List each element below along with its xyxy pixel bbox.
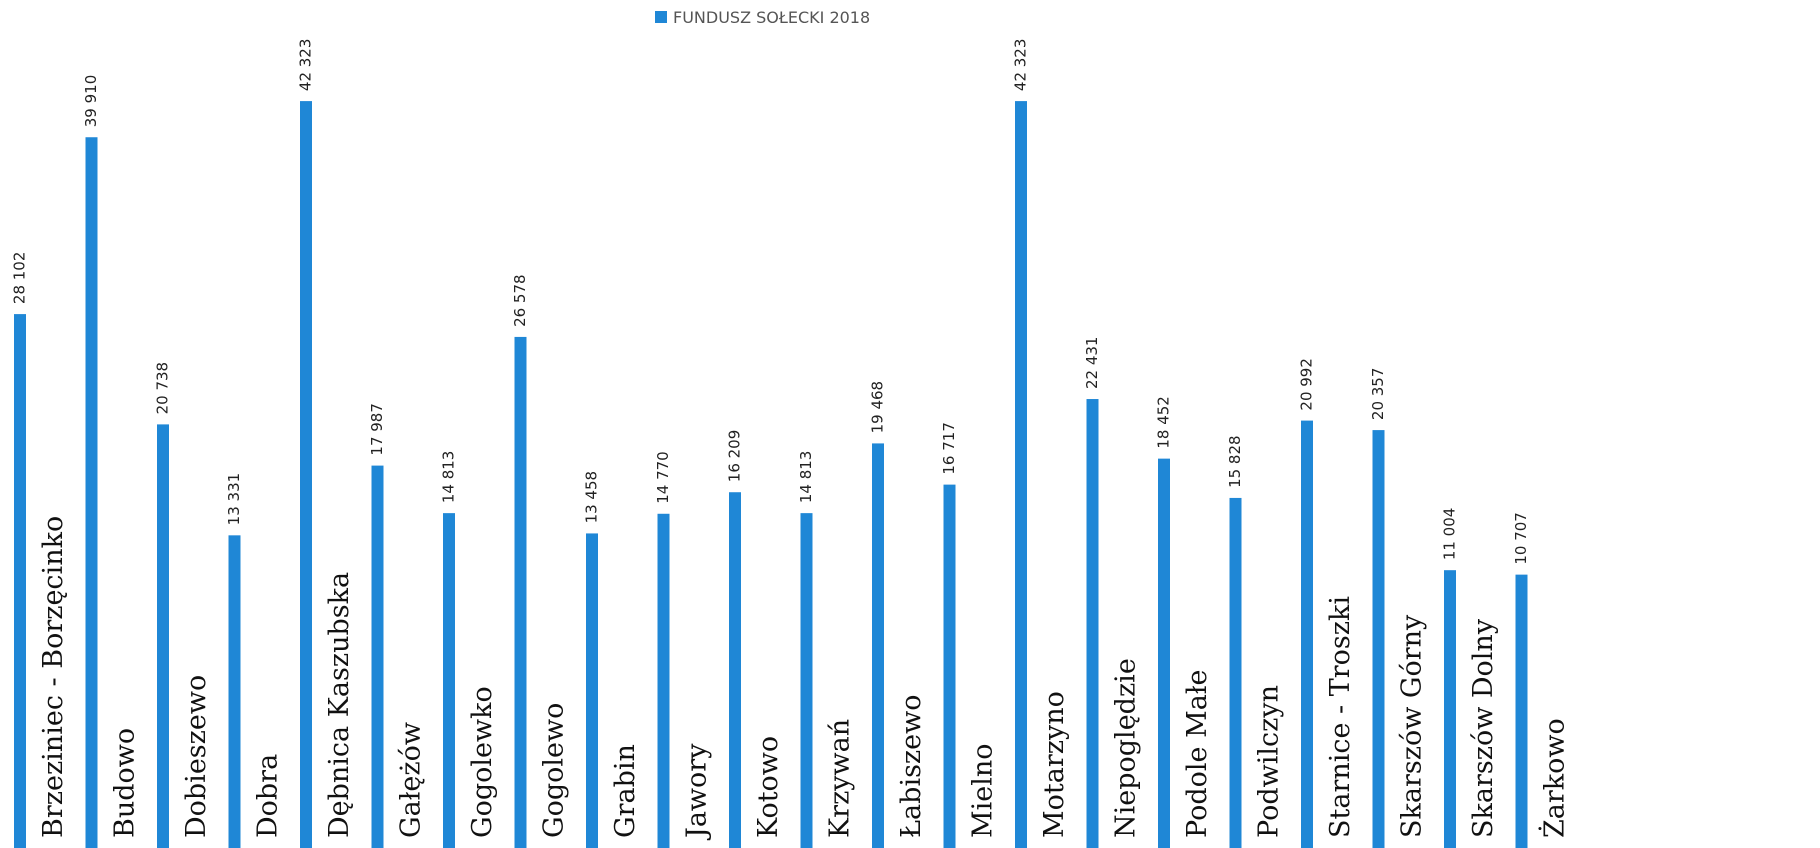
category-label: Dębnica Kaszubska — [324, 572, 355, 838]
category-label: Grabin — [610, 744, 641, 838]
category-label: Starnice - Troszki — [1325, 596, 1356, 838]
bar — [729, 492, 741, 848]
value-label: 18 452 — [1155, 396, 1173, 449]
bar — [872, 443, 884, 848]
value-label: 22 431 — [1083, 337, 1101, 390]
category-label: Podwilczyn — [1254, 685, 1285, 838]
value-label: 19 468 — [869, 381, 887, 434]
category-label: Gogolewko — [467, 686, 498, 838]
category-label: Skarszów Dolny — [1468, 618, 1499, 838]
value-label: 13 331 — [225, 473, 243, 526]
value-label: 13 458 — [583, 471, 601, 524]
value-label: 28 102 — [11, 252, 29, 305]
value-label: 42 323 — [297, 39, 315, 92]
value-label: 42 323 — [1012, 39, 1030, 92]
value-label: 15 828 — [1226, 435, 1244, 488]
category-label: Gogolewo — [539, 703, 570, 838]
value-label: 20 738 — [154, 362, 172, 415]
bar — [157, 424, 169, 848]
category-label: Mielno — [968, 743, 999, 838]
legend-swatch — [655, 11, 667, 23]
bar — [1086, 399, 1099, 848]
bar — [586, 533, 598, 848]
value-label: 14 813 — [440, 451, 458, 504]
value-label: 11 004 — [1441, 508, 1459, 561]
category-label: Krzywań — [825, 719, 856, 838]
bar — [1229, 497, 1242, 848]
category-label: Żarkowo — [1538, 718, 1571, 838]
value-label: 14 813 — [797, 451, 815, 504]
bar — [85, 137, 98, 848]
category-label: Łabiszewo — [896, 694, 927, 838]
bar — [300, 101, 312, 848]
category-label: Budowo — [110, 728, 141, 838]
bar — [371, 465, 384, 848]
category-label: Motarzyno — [1039, 691, 1070, 838]
category-label: Jawory — [682, 743, 713, 841]
category-label: Brzeziniec - Borzęcinko — [38, 516, 69, 838]
bar — [14, 314, 26, 848]
value-label: 17 987 — [368, 403, 386, 456]
value-label: 16 717 — [940, 422, 958, 475]
bar — [943, 484, 956, 848]
bar — [1158, 458, 1170, 848]
legend-label: FUNDUSZ SOŁECKI 2018 — [673, 8, 870, 27]
category-label: Skarszów Górny — [1397, 614, 1428, 838]
bar — [657, 513, 670, 848]
value-label: 14 770 — [654, 451, 672, 504]
bar — [800, 513, 813, 848]
value-label: 16 209 — [726, 430, 744, 483]
category-label: Kotowo — [753, 736, 784, 838]
category-label: Dobra — [253, 754, 284, 838]
value-label: 39 910 — [82, 75, 100, 128]
bar — [1015, 101, 1027, 848]
value-label: 10 707 — [1512, 512, 1530, 565]
bar — [443, 513, 455, 848]
value-label: 20 357 — [1369, 368, 1387, 421]
category-label: Niepoględzie — [1111, 658, 1142, 838]
bar — [514, 336, 527, 848]
value-label: 26 578 — [511, 274, 529, 327]
bar — [1372, 430, 1385, 848]
value-label: 20 992 — [1298, 358, 1316, 411]
bar — [1515, 574, 1528, 848]
bar — [1301, 420, 1313, 848]
bar — [228, 535, 241, 848]
category-label: Podole Małe — [1182, 669, 1213, 838]
bar — [1444, 570, 1456, 848]
category-label: Gałężów — [396, 722, 427, 838]
category-label: Dobieszewo — [181, 675, 212, 838]
